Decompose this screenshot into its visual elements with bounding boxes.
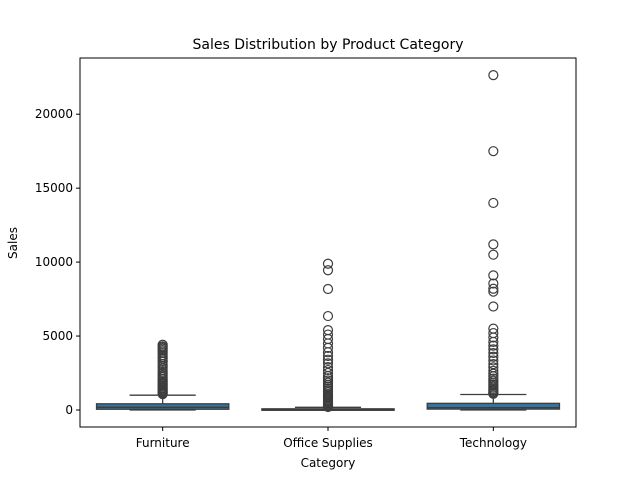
y-axis: 0 5000 10000 15000 20000: [35, 107, 80, 417]
box-plots: [95, 70, 561, 413]
outlier-point: [488, 286, 499, 297]
x-tick-label: Technology: [459, 436, 527, 450]
outlier-point: [322, 354, 334, 365]
outlier-point: [322, 347, 334, 358]
outlier-point: [488, 278, 499, 289]
outlier-point: [488, 336, 499, 348]
outlier-point: [488, 340, 499, 351]
outlier-point: [488, 249, 499, 260]
outlier-point: [488, 347, 499, 359]
outlier-point: [488, 351, 499, 362]
y-tick-label: 15000: [35, 181, 73, 195]
outlier-point: [322, 367, 334, 379]
outlier-point: [488, 146, 499, 157]
outlier-point: [322, 342, 334, 353]
x-axis: Furniture Office Supplies Technology: [136, 427, 527, 450]
outlier-point: [488, 270, 499, 281]
outlier-point: [488, 359, 499, 370]
outlier-point: [488, 388, 499, 399]
outlier-point: [322, 265, 334, 276]
outlier-point: [488, 332, 499, 343]
box-plot: [95, 339, 230, 411]
box-plot: [426, 70, 561, 411]
outlier-point: [322, 358, 334, 369]
box-plot: [261, 258, 395, 413]
outlier-point: [488, 344, 499, 355]
outlier-point: [322, 283, 334, 295]
box: [95, 403, 230, 410]
chart-title: Sales Distribution by Product Category: [192, 37, 463, 53]
x-axis-label: Category: [301, 456, 356, 470]
outlier-point: [488, 70, 499, 81]
outlier-point: [488, 239, 499, 250]
y-tick-label: 5000: [42, 329, 73, 343]
outlier-point: [488, 365, 499, 376]
x-tick-label: Furniture: [136, 436, 190, 450]
y-tick-label: 20000: [35, 107, 73, 121]
outlier-point: [322, 350, 334, 362]
outlier-point: [488, 301, 499, 312]
outlier-point: [322, 258, 334, 269]
y-tick-label: 0: [65, 403, 73, 417]
outlier-point: [322, 401, 334, 413]
outlier-point: [488, 283, 499, 294]
y-tick-label: 10000: [35, 255, 73, 269]
box: [426, 402, 561, 410]
outlier-point: [322, 364, 334, 376]
y-axis-label: Sales: [6, 227, 20, 259]
x-tick-label: Office Supplies: [283, 436, 373, 450]
outlier-point: [157, 389, 168, 400]
outlier-point: [488, 197, 499, 209]
outlier-point: [488, 355, 499, 366]
outlier-point: [322, 310, 334, 322]
